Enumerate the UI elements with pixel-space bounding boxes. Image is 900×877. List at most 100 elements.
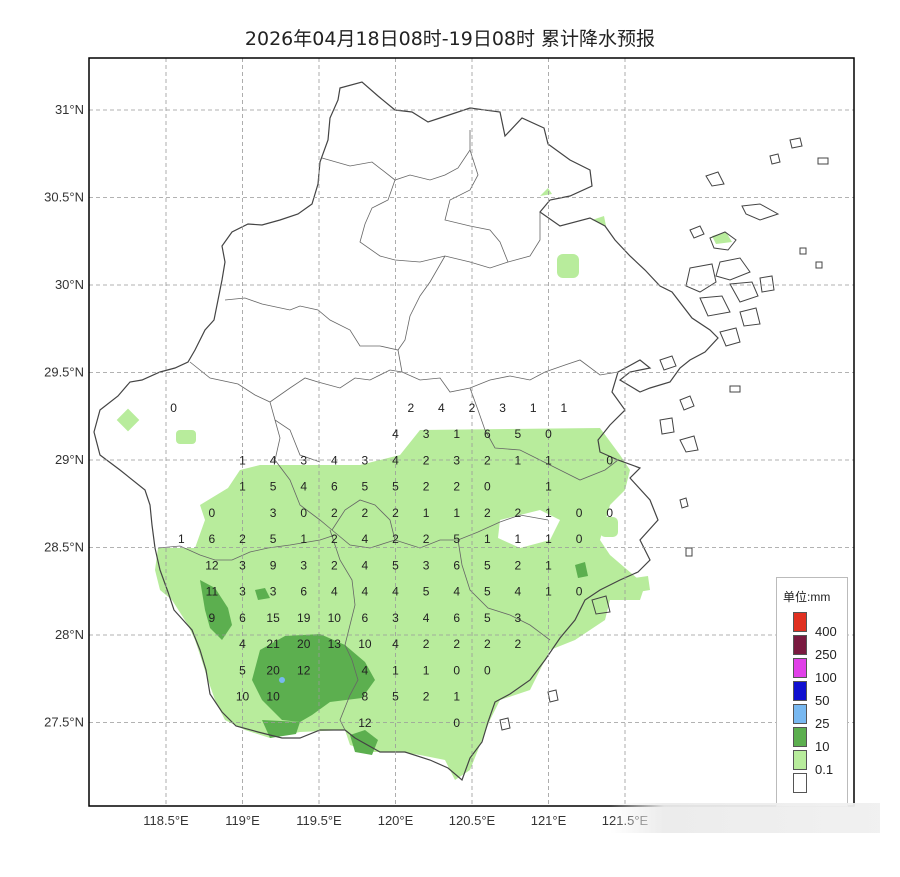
precipitation-value: 2 [453,637,460,651]
longitude-labels: 118.5°E119°E119.5°E120°E120.5°E121°E121.… [143,813,648,828]
precipitation-value: 5 [392,480,399,494]
precipitation-value: 2 [331,532,338,546]
precipitation-value: 12 [205,558,219,572]
precipitation-value: 2 [423,453,430,467]
precipitation-value: 15 [266,611,280,625]
precipitation-value: 1 [453,690,460,704]
precipitation-value: 0 [576,585,583,599]
legend-label: 250 [815,647,837,662]
precipitation-value: 3 [423,558,430,572]
latitude-label: 28.5°N [44,540,84,555]
precipitation-value: 2 [484,506,491,520]
precipitation-value: 1 [545,506,552,520]
precipitation-value: 3 [362,453,369,467]
precipitation-value: 2 [469,401,476,415]
precipitation-value: 21 [266,637,280,651]
precipitation-value: 1 [545,453,552,467]
precipitation-value: 10 [236,690,250,704]
map-frame [88,57,855,807]
precipitation-value: 1 [423,663,430,677]
precipitation-value: 5 [423,585,430,599]
latitude-label: 28°N [55,627,84,642]
precipitation-value: 0 [453,716,460,730]
precipitation-value: 4 [300,480,307,494]
precipitation-value: 3 [499,401,506,415]
precipitation-value: 4 [331,585,338,599]
map-title: 2026年04月18日08时-19日08时 累计降水预报 [244,28,656,50]
legend-label: 25 [815,716,830,731]
latitude-label: 29.5°N [44,365,84,380]
precipitation-value: 4 [331,453,338,467]
precipitation-value: 4 [392,585,399,599]
precipitation-value: 2 [362,506,369,520]
precipitation-value: 4 [515,585,522,599]
precipitation-value: 1 [239,453,246,467]
precipitation-value: 2 [407,401,414,415]
legend-title: 单位:mm [783,590,831,604]
precipitation-value: 0 [300,506,307,520]
legend-swatch [793,612,807,632]
precipitation-value: 4 [362,558,369,572]
latitude-label: 29°N [55,452,84,467]
precipitation-value: 5 [362,480,369,494]
legend-label: 100 [815,670,837,685]
legend-swatch [793,658,807,678]
precipitation-value: 3 [300,558,307,572]
precipitation-value: 4 [392,637,399,651]
legend-swatch [793,727,807,747]
precipitation-value: 10 [328,611,342,625]
longitude-label: 119°E [225,813,260,828]
precipitation-value: 3 [300,453,307,467]
precipitation-value: 3 [392,611,399,625]
precipitation-value: 2 [423,690,430,704]
precipitation-value: 0 [606,506,613,520]
precipitation-value: 2 [239,532,246,546]
precipitation-value: 0 [606,453,613,467]
legend: 单位:mm 400 250 100 50 25 10 0.1 [776,577,848,807]
precipitation-value: 3 [423,427,430,441]
precipitation-value: 1 [453,427,460,441]
precipitation-value: 4 [438,401,445,415]
precipitation-value: 0 [576,506,583,520]
precipitation-value: 2 [392,532,399,546]
precipitation-value: 5 [484,585,491,599]
precipitation-values: 2 4 2 3 1 104 3 1 6 5 01 4 3 4 3 4 2 3 2 1 1 01 5 4 6 5 5 2 2 0 10 3 0 2 2… [170,401,613,730]
precipitation-value: 9 [270,558,277,572]
precipitation-value: 0 [576,532,583,546]
precipitation-value: 2 [392,506,399,520]
precipitation-value: 1 [515,532,522,546]
precipitation-value: 5 [484,611,491,625]
precipitation-value: 10 [266,690,280,704]
legend-swatch [793,704,807,724]
precipitation-value: 4 [239,637,246,651]
precipitation-value: 2 [331,506,338,520]
precipitation-value: 0 [170,401,177,415]
precipitation-value: 2 [423,637,430,651]
precipitation-value: 1 [545,480,552,494]
precipitation-value: 1 [530,401,537,415]
precipitation-value: 1 [239,480,246,494]
longitude-label: 120°E [378,813,414,828]
precipitation-value: 6 [453,558,460,572]
latitude-label: 27.5°N [44,715,84,730]
legend-swatch [793,773,807,793]
latitude-labels: 31°N 30.5°N 30°N 29.5°N 29°N 28.5°N 28°N 27.5°N [44,102,84,730]
precipitation-value: 3 [239,558,246,572]
precipitation-value: 3 [270,585,277,599]
precipitation-value: 19 [297,611,311,625]
precipitation-value: 5 [484,558,491,572]
precipitation-value: 6 [484,427,491,441]
precipitation-value: 5 [270,480,277,494]
precipitation-value: 6 [239,611,246,625]
precipitation-value: 2 [515,558,522,572]
precipitation-value: 12 [358,716,372,730]
precipitation-value: 0 [484,663,491,677]
precipitation-value: 5 [453,532,460,546]
precipitation-value: 1 [545,558,552,572]
precipitation-value: 1 [392,663,399,677]
latitude-label: 31°N [55,102,84,117]
precipitation-value: 1 [545,532,552,546]
precipitation-value: 1 [484,532,491,546]
precipitation-value: 13 [328,637,342,651]
precipitation-value: 1 [178,532,185,546]
